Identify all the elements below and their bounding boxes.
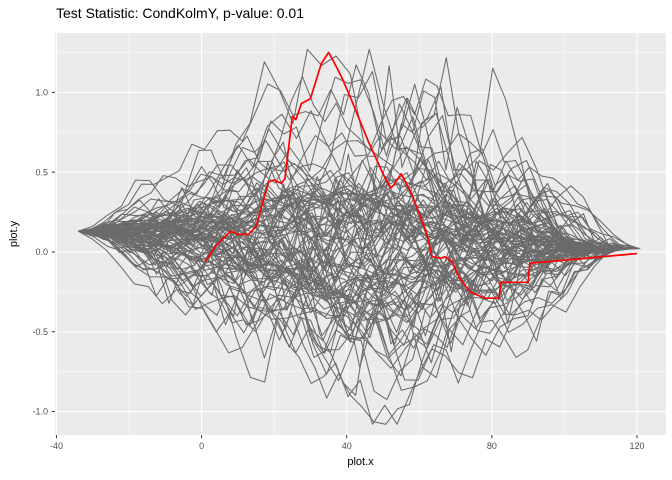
tick-labels-x: -40 0 40 80 120: [50, 441, 645, 451]
simulated-line: [78, 201, 604, 349]
simulated-line: [78, 202, 600, 382]
simulated-line: [78, 207, 621, 364]
x-tick-label: 0: [199, 441, 204, 451]
simulated-line: [78, 206, 639, 296]
simulated-line: [77, 70, 583, 305]
simulated-line: [78, 76, 606, 254]
y-tick-label: -0.5: [32, 327, 48, 337]
simulated-line: [78, 186, 585, 289]
observed-line-group: [204, 51, 638, 300]
simulated-line: [78, 216, 625, 359]
x-tick-label: 80: [487, 441, 497, 451]
y-axis-title: plot.y: [8, 220, 20, 248]
simulated-line: [78, 192, 617, 279]
simulated-line: [78, 230, 615, 369]
simulated-lines: [77, 48, 641, 425]
simulated-line: [78, 217, 594, 425]
y-tick-label: 1.0: [35, 88, 48, 98]
simulated-line: [78, 185, 611, 271]
simulated-line: [78, 162, 595, 263]
simulated-line: [78, 159, 617, 284]
y-tick-label: 0.0: [35, 247, 48, 257]
x-tick-label: 120: [629, 441, 644, 451]
simulated-line: [78, 230, 637, 298]
simulated-line: [78, 132, 593, 250]
tick-labels-y: 1.0 0.5 0.0 -0.5 -1.0: [32, 88, 48, 417]
x-axis-title: plot.x: [347, 456, 374, 468]
simulated-line: [78, 76, 618, 266]
y-tick-label: 0.5: [35, 167, 48, 177]
simulated-line: [78, 64, 635, 250]
simulated-line: [78, 230, 624, 383]
y-tick-label: -1.0: [32, 407, 48, 417]
simulated-line: [78, 230, 611, 307]
x-tick-label: -40: [50, 441, 63, 451]
observed-line: [204, 51, 638, 300]
simulated-line: [78, 228, 603, 303]
simulated-line: [78, 215, 589, 375]
chart-title: Test Statistic: CondKolmY, p-value: 0.01: [56, 5, 304, 21]
simulated-line: [78, 204, 595, 377]
simulated-line: [78, 211, 596, 381]
simulated-line: [78, 48, 594, 259]
simulated-line: [78, 192, 586, 257]
axis-ticks-y: [51, 91, 55, 413]
simulated-line: [78, 175, 599, 262]
simulated-line: [78, 230, 635, 322]
simulated-line: [78, 90, 603, 297]
axis-ticks-x: [55, 435, 638, 439]
simulated-line: [78, 228, 629, 368]
x-tick-label: 40: [342, 441, 352, 451]
